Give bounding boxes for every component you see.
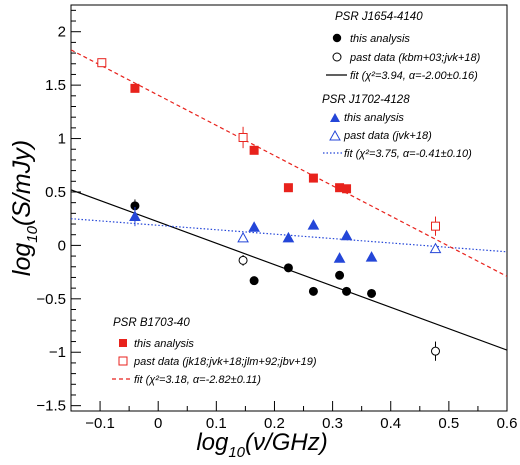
x-tick-label: −0.1 (85, 415, 115, 432)
fit-lines (71, 49, 507, 351)
legend-j1654: PSR J1654-4140 this analysis past data (… (326, 11, 481, 82)
plot-frame (70, 4, 508, 412)
legend-label-b1703-fit: fit (χ²=3.18, α=-2.82±0.11) (134, 374, 261, 386)
point-1-analysis-1 (248, 221, 260, 232)
y-tick-label: 1.5 (45, 77, 66, 94)
legend-label-b1703-past: past data (jk18;jvk+18;jlm+92;jbv+19) (133, 356, 317, 368)
axis-ticks: −0.1 0 0.1 0.2 0.3 0.4 0.5 0.6 −1.5 −1 −0.5 0 0.5 1 1.… (36, 9, 518, 432)
point-0-past-1 (430, 346, 440, 356)
point-0-analysis-5 (342, 286, 352, 296)
y-tick-label: −1.5 (36, 398, 66, 415)
point-1-analysis-4 (333, 252, 346, 263)
point-0-past-0 (238, 255, 248, 265)
legend-marker-b1703-past (118, 356, 128, 366)
point-0-analysis-6 (367, 288, 377, 298)
point-2-analysis-1 (249, 145, 259, 155)
point-2-past-1 (238, 132, 248, 142)
point-1-past-1 (429, 242, 442, 254)
point-0-analysis-2 (283, 263, 293, 273)
y-tick-label: 1 (58, 131, 66, 148)
x-tick-label: 0.1 (206, 415, 227, 432)
point-1-analysis-6 (365, 251, 378, 262)
legend-title-j1654: PSR J1654-4140 (335, 11, 423, 23)
x-axis-title: log10(ν/GHz) (196, 429, 327, 461)
fit-line-2 (71, 49, 507, 277)
point-1-analysis-3 (307, 219, 320, 230)
x-tick-label: 0 (154, 415, 162, 432)
y-tick-label: 0 (58, 237, 66, 254)
y-tick-label: 0.5 (45, 184, 66, 201)
legend-marker-j1702-analysis (330, 113, 340, 122)
point-2-past-2 (430, 221, 440, 231)
x-tick-label: 0.3 (322, 415, 343, 432)
legend-label-j1702-past: past data (jvk+18) (343, 130, 432, 142)
point-0-analysis-4 (335, 270, 345, 280)
legend-marker-j1654-past (332, 52, 342, 62)
legend-title-b1703: PSR B1703-40 (113, 317, 190, 329)
legend-b1703: PSR B1703-40 this analysis past data (jk… (112, 317, 317, 386)
legend-marker-b1703-analysis (119, 339, 127, 347)
point-2-analysis-0 (130, 83, 140, 93)
x-tick-label: 0.6 (497, 415, 518, 432)
point-1-past-0 (237, 231, 249, 243)
point-0-analysis-1 (249, 276, 259, 286)
legend-label-j1654-analysis: this analysis (350, 33, 410, 45)
x-tick-label: 0.4 (380, 415, 401, 432)
legend-j1702: PSR J1702-4128 this analysis past data (… (322, 94, 472, 160)
legend-label-j1654-fit: fit (χ²=3.94, α=-2.00±0.16) (350, 70, 478, 82)
y-axis-title: log10(S/mJy) (8, 140, 41, 276)
legend-label-j1702-analysis: this analysis (344, 112, 404, 124)
y-tick-label: −0.5 (36, 291, 66, 308)
point-0-analysis-3 (308, 286, 318, 296)
legend-marker-j1654-analysis (332, 33, 342, 43)
point-2-past-0 (97, 58, 107, 68)
point-2-analysis-2 (283, 183, 293, 193)
point-1-analysis-2 (282, 231, 295, 243)
point-2-analysis-3 (308, 173, 318, 183)
legend-title-j1702: PSR J1702-4128 (322, 94, 410, 106)
y-tick-label: 2 (58, 24, 66, 41)
legend-label-j1702-fit: fit (χ²=3.75, α=-0.41±0.10) (344, 148, 472, 160)
data-points (97, 58, 442, 361)
x-tick-label: 0.2 (264, 415, 285, 432)
legend-marker-j1702-past (329, 129, 341, 141)
legend-label-b1703-analysis: this analysis (134, 338, 194, 350)
point-1-analysis-5 (340, 229, 353, 241)
x-tick-label: 0.5 (438, 415, 459, 432)
legend-label-j1654-past: past data (kbm+03;jvk+18) (349, 52, 481, 64)
point-2-analysis-5 (342, 184, 352, 194)
point-1-analysis-0 (129, 210, 141, 222)
y-tick-label: −1 (49, 344, 66, 361)
